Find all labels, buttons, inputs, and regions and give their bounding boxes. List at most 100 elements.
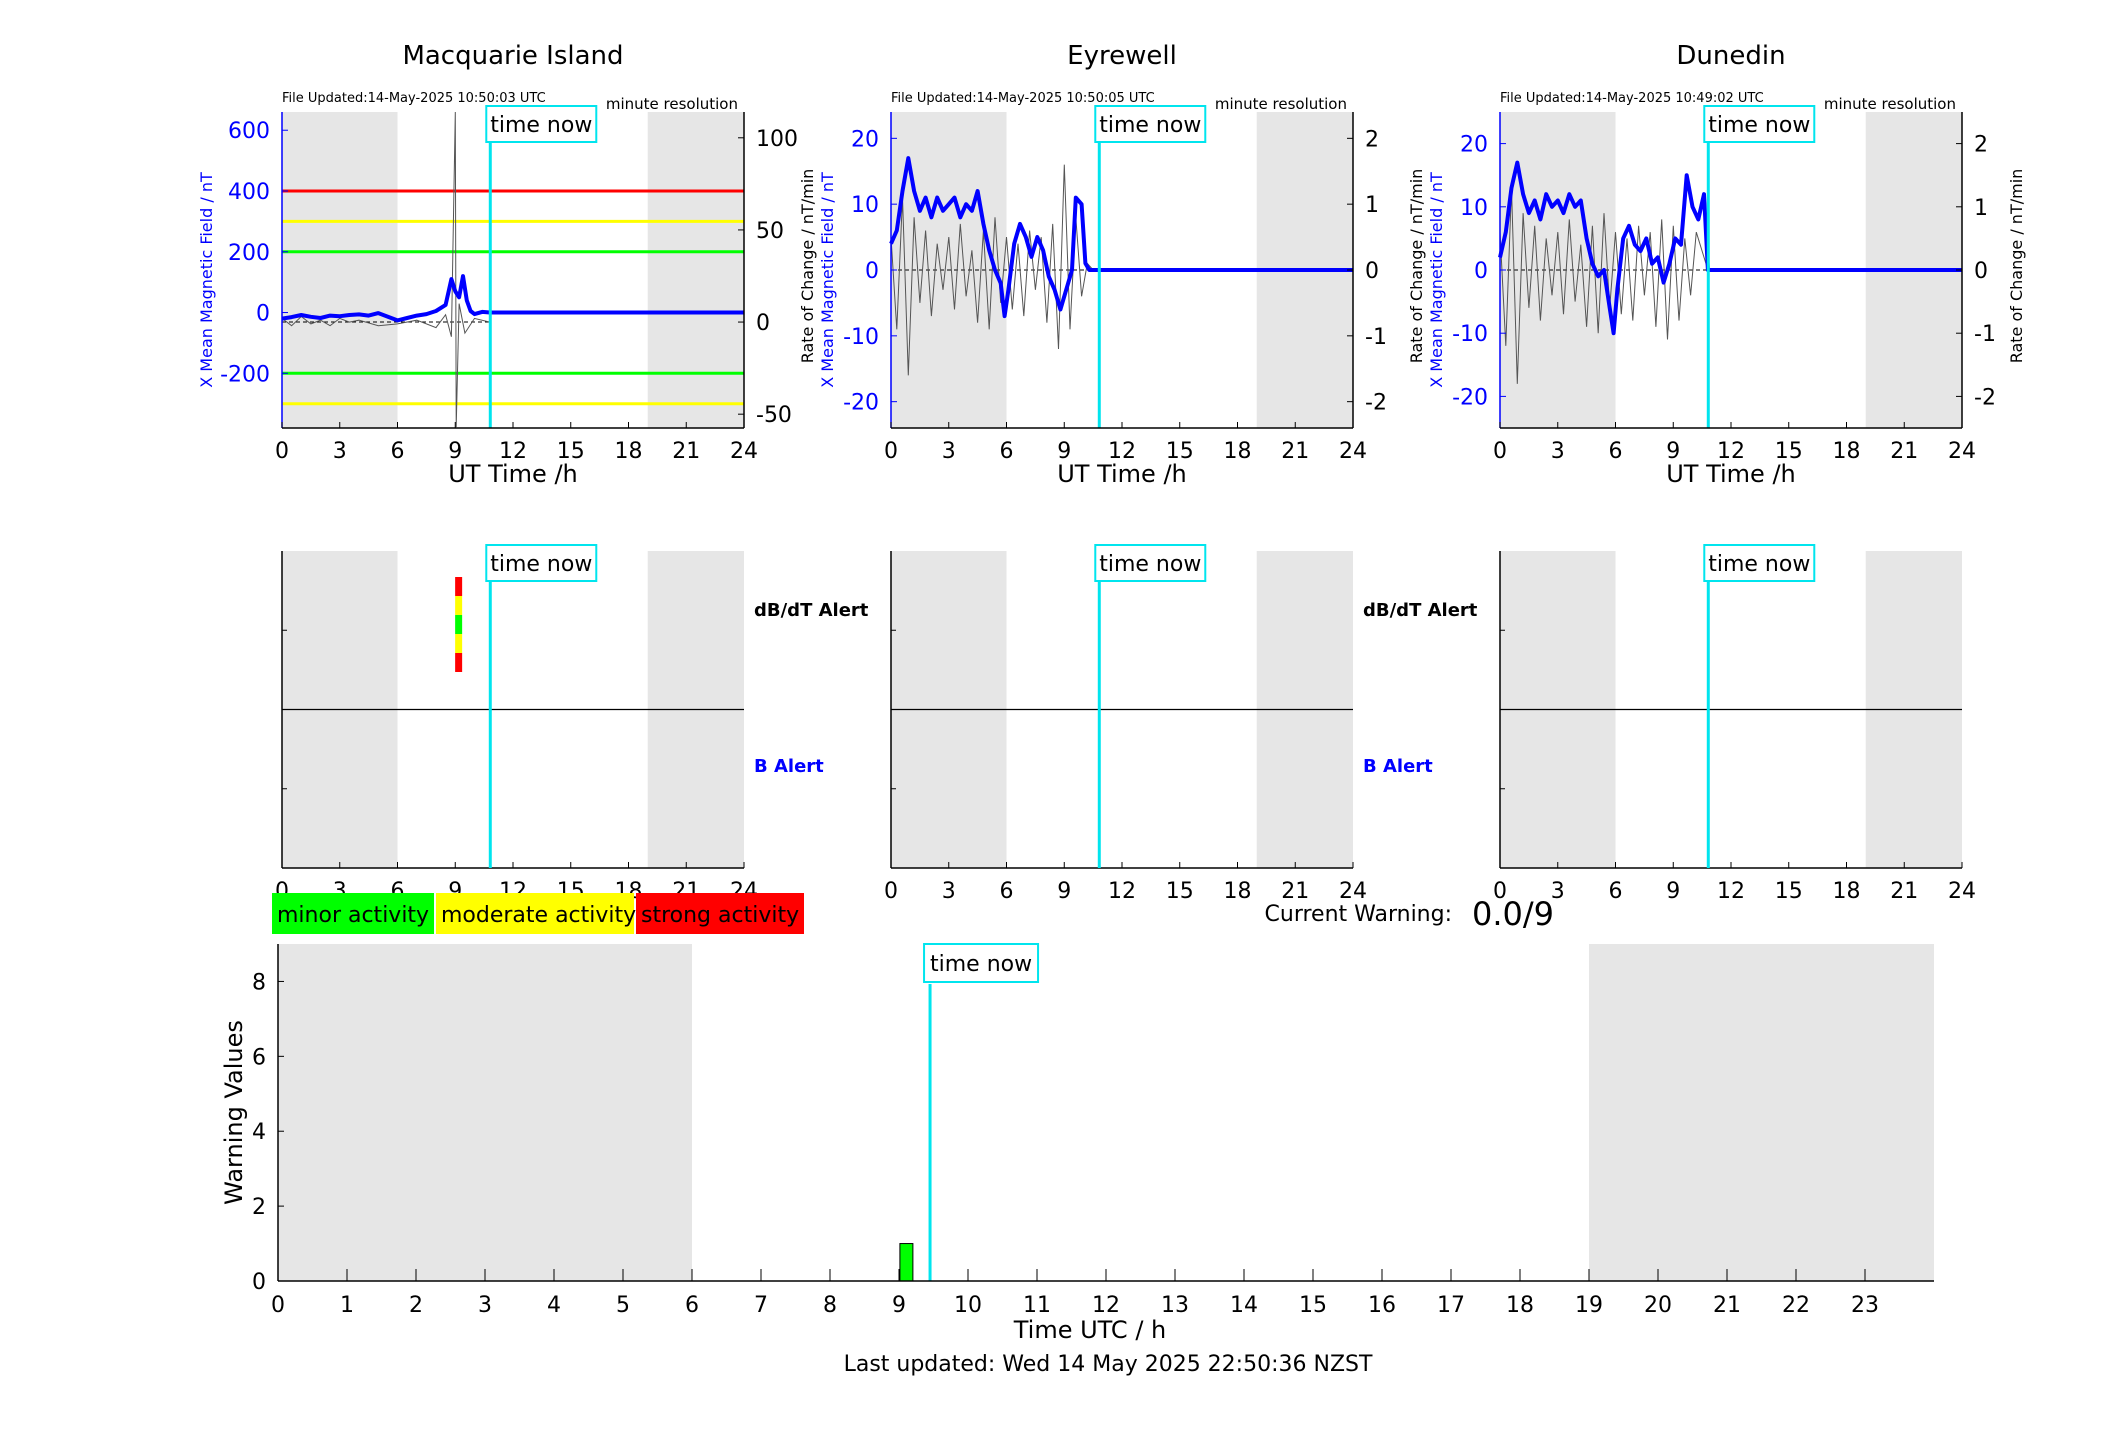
- x-tick-label: 12: [1108, 439, 1136, 464]
- prev-y-right-axis-label: Rate of Change / nT/min: [1407, 169, 1426, 364]
- alert-x-tick-label: 24: [1339, 879, 1367, 904]
- warning-time-now-box: [923, 943, 1040, 983]
- y-left-tick-label: 0: [256, 302, 270, 327]
- y-left-tick-label: 10: [851, 193, 879, 218]
- alert-x-tick-label: 24: [1948, 879, 1976, 904]
- warning-x-tick-label: 3: [478, 1293, 492, 1318]
- alert-time-now-box: [1703, 544, 1816, 582]
- y-left-axis-label: X Mean Magnetic Field / nT: [1427, 172, 1446, 388]
- y-left-tick-label: -20: [843, 391, 879, 416]
- warning-x-tick-label: 6: [685, 1293, 699, 1318]
- x-tick-label: 9: [448, 439, 462, 464]
- warning-x-tick-label: 19: [1575, 1293, 1603, 1318]
- legend-label: strong activity: [641, 903, 799, 928]
- warning-x-tick-label: 14: [1230, 1293, 1258, 1318]
- rate-of-change-series: [890, 164, 1094, 376]
- alert-x-tick-label: 18: [1224, 879, 1252, 904]
- warning-night-shading: [278, 944, 692, 1281]
- warning-y-tick-label: 6: [252, 1045, 266, 1070]
- warning-x-tick-label: 15: [1299, 1293, 1327, 1318]
- warning-x-tick-label: 10: [954, 1293, 982, 1318]
- x-tick-label: 6: [391, 439, 405, 464]
- x-tick-label: 21: [1281, 439, 1309, 464]
- x-tick-label: 6: [1000, 439, 1014, 464]
- y-left-tick-label: -200: [220, 362, 270, 387]
- alert-x-tick-label: 9: [1057, 879, 1071, 904]
- x-axis-label: UT Time /h: [448, 460, 578, 488]
- x-tick-label: 3: [333, 439, 347, 464]
- prev-y-right-axis-label: Rate of Change / nT/min: [798, 169, 817, 364]
- alert-x-tick-label: 15: [1166, 879, 1194, 904]
- file-updated-note: File Updated:14-May-2025 10:50:03 UTC: [282, 91, 546, 106]
- last-updated-footer: Last updated: Wed 14 May 2025 22:50:36 N…: [844, 1352, 1373, 1377]
- alert-x-tick-label: 21: [1281, 879, 1309, 904]
- time-now-box: [1094, 105, 1207, 143]
- x-tick-label: 0: [1493, 439, 1507, 464]
- y-left-tick-label: 600: [228, 119, 270, 144]
- alert-x-tick-label: 12: [1108, 879, 1136, 904]
- y-right-tick-label: 100: [756, 127, 798, 152]
- warning-x-tick-label: 20: [1644, 1293, 1672, 1318]
- warning-x-tick-label: 9: [892, 1293, 906, 1318]
- y-right-tick-label: -2: [1974, 385, 1996, 410]
- x-field-series: [281, 274, 744, 323]
- x-axis-label: UT Time /h: [1666, 460, 1796, 488]
- alert-time-now-box: [1094, 544, 1207, 582]
- x-tick-label: 9: [1666, 439, 1680, 464]
- legend-label: minor activity: [277, 903, 429, 928]
- warning-time-now-label: time now: [930, 952, 1032, 977]
- alert-bar-segment: [455, 634, 463, 653]
- legend-label: moderate activity: [441, 903, 636, 928]
- dbdt-alert-label: dB/dT Alert: [1363, 600, 1478, 621]
- alert-x-tick-label: 18: [1833, 879, 1861, 904]
- alert-bar-segment: [455, 596, 463, 615]
- warning-night-shading: [1589, 944, 1934, 1281]
- dbdt-alert-label: dB/dT Alert: [754, 600, 869, 621]
- alert-x-tick-label: 0: [1493, 879, 1507, 904]
- station-title: Eyrewell: [1067, 41, 1177, 71]
- warning-y-tick-label: 8: [252, 970, 266, 995]
- warning-x-tick-label: 0: [271, 1293, 285, 1318]
- alert-x-tick-label: 3: [1551, 879, 1565, 904]
- b-alert-label: B Alert: [1363, 756, 1433, 777]
- time-now-label: time now: [490, 113, 592, 138]
- alert-x-tick-label: 3: [942, 879, 956, 904]
- current-warning-label: Current Warning:: [1265, 902, 1452, 927]
- y-right-tick-label: 50: [756, 219, 784, 244]
- x-tick-label: 15: [1775, 439, 1803, 464]
- night-shading: [282, 112, 398, 428]
- y-right-tick-label: 1: [1365, 193, 1379, 218]
- x-tick-label: 21: [672, 439, 700, 464]
- x-tick-label: 15: [1166, 439, 1194, 464]
- warning-x-tick-label: 1: [340, 1293, 354, 1318]
- warning-y-axis-label: Warning Values: [220, 1020, 248, 1205]
- warning-x-tick-label: 17: [1437, 1293, 1465, 1318]
- y-right-tick-label: -1: [1974, 322, 1996, 347]
- y-left-tick-label: -10: [1452, 322, 1488, 347]
- x-field-series: [1498, 160, 1962, 336]
- time-now-box: [1703, 105, 1816, 143]
- legend-swatch: [636, 893, 804, 934]
- y-left-axis-label: X Mean Magnetic Field / nT: [818, 172, 837, 388]
- warning-x-tick-label: 13: [1161, 1293, 1189, 1318]
- alert-time-now-box: [485, 544, 598, 582]
- warning-x-tick-label: 22: [1782, 1293, 1810, 1318]
- warning-x-tick-label: 12: [1092, 1293, 1120, 1318]
- b-alert-label: B Alert: [754, 756, 824, 777]
- alert-panel: time now 0 3 6 9 12 15 18 21 24: [1493, 544, 1976, 904]
- y-right-axis-label: Rate of Change / nT/min: [2007, 169, 2026, 364]
- warning-x-tick-label: 11: [1023, 1293, 1051, 1318]
- time-now-label: time now: [1099, 113, 1201, 138]
- x-tick-label: 24: [1948, 439, 1976, 464]
- x-tick-label: 24: [730, 439, 758, 464]
- warning-x-tick-label: 2: [409, 1293, 423, 1318]
- alert-x-tick-label: 6: [1000, 879, 1014, 904]
- warning-y-tick-label: 2: [252, 1195, 266, 1220]
- y-left-tick-label: -20: [1452, 385, 1488, 410]
- x-tick-label: 12: [1717, 439, 1745, 464]
- alert-bar-segment: [455, 653, 463, 672]
- alert-x-tick-label: 6: [1609, 879, 1623, 904]
